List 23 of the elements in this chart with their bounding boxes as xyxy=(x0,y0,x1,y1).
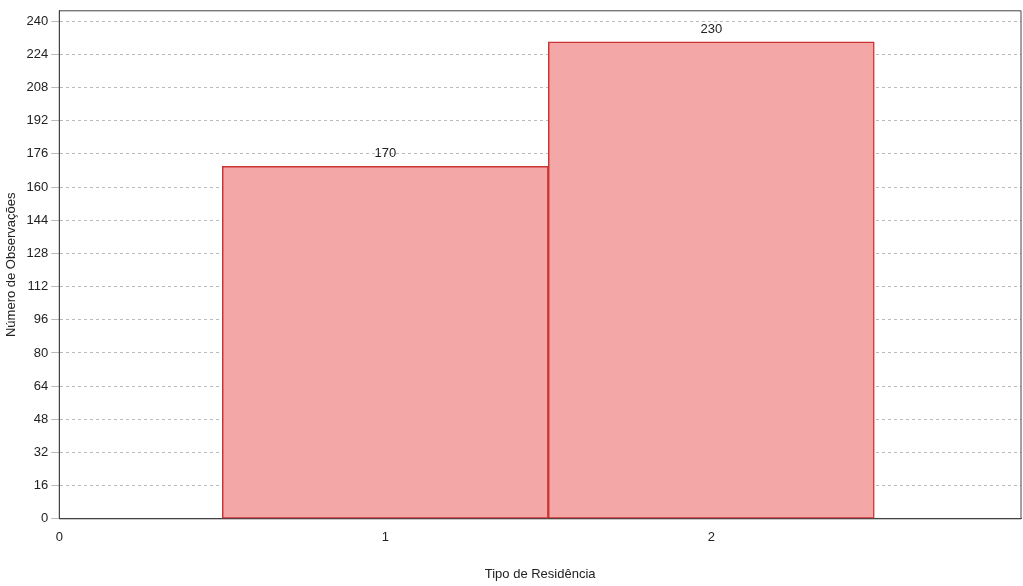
y-tick-label: 144 xyxy=(26,211,49,227)
x-axis-title: Tipo de Residência xyxy=(484,565,597,581)
y-tick-label: 64 xyxy=(33,377,49,393)
y-tick-label: 240 xyxy=(26,12,49,28)
x-tick-label: 1 xyxy=(381,529,389,545)
x-tick-label: 2 xyxy=(707,529,715,545)
y-tick-label: 32 xyxy=(33,444,49,460)
y-axis-title: Número de Observações xyxy=(3,192,19,338)
data-label: 230 xyxy=(700,20,723,36)
y-tick-label: 192 xyxy=(26,112,49,128)
y-tick-label: 16 xyxy=(33,477,49,493)
data-label: 170 xyxy=(374,145,397,161)
y-tick-label: 96 xyxy=(33,311,49,327)
y-tick-label: 112 xyxy=(27,278,49,294)
y-tick-label: 176 xyxy=(26,145,49,161)
y-tick-label: 80 xyxy=(33,344,49,360)
y-tick-label: 128 xyxy=(26,244,49,260)
y-tick-label: 224 xyxy=(26,45,49,61)
y-tick-label: 0 xyxy=(41,510,49,526)
y-tick-label: 208 xyxy=(26,79,49,95)
y-tick-label: 160 xyxy=(26,178,49,194)
x-tick-label: 0 xyxy=(55,529,63,545)
y-tick-label: 48 xyxy=(33,410,49,426)
